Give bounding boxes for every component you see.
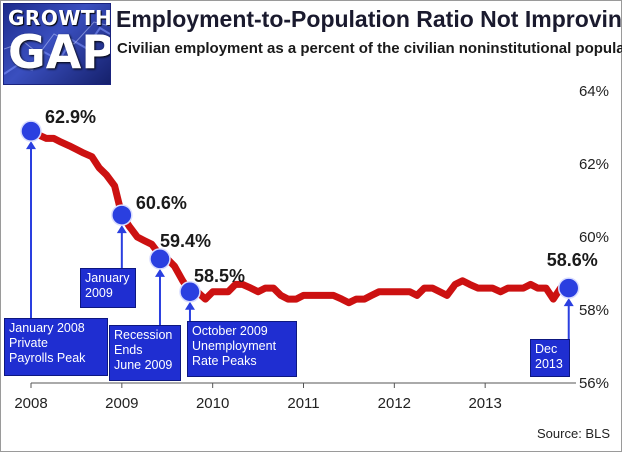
y-tick-label: 60% xyxy=(579,229,609,246)
highlight-point xyxy=(179,281,201,303)
chart-title: Employment-to-Population Ratio Not Impro… xyxy=(116,6,622,32)
data-label: 58.5% xyxy=(194,266,245,286)
leader-arrowhead xyxy=(563,298,574,307)
x-tick-label: 2012 xyxy=(378,395,411,412)
callout-recession-ends: Recession Ends June 2009 xyxy=(109,325,181,381)
leader-arrowhead xyxy=(184,301,195,310)
data-label: 60.6% xyxy=(136,193,187,213)
highlight-point xyxy=(149,248,171,270)
leader-arrowhead xyxy=(154,268,165,277)
callout-jan-2009: January 2009 xyxy=(80,268,136,308)
logo-text-growth: GROWTH xyxy=(8,6,111,30)
x-tick-label: 2008 xyxy=(14,395,47,412)
x-tick-label: 2013 xyxy=(468,395,501,412)
highlight-point xyxy=(111,204,133,226)
y-tick-label: 58% xyxy=(579,302,609,319)
logo-text-gap: GAP xyxy=(8,25,111,79)
data-label: 62.9% xyxy=(45,107,96,127)
highlight-point xyxy=(20,120,42,142)
callout-dec-2013: Dec 2013 xyxy=(530,339,570,377)
x-tick-label: 2010 xyxy=(196,395,229,412)
leader-arrowhead xyxy=(116,225,127,234)
logo-background-graph xyxy=(4,21,110,75)
y-tick-label: 56% xyxy=(579,375,609,392)
x-tick-label: 2011 xyxy=(287,395,319,412)
data-label: 59.4% xyxy=(160,231,211,251)
highlight-point xyxy=(557,277,580,299)
y-tick-label: 64% xyxy=(579,83,609,100)
source-note: Source: BLS xyxy=(537,426,610,441)
growth-gap-logo: GROWTH GAP xyxy=(3,3,111,85)
y-tick-label: 62% xyxy=(579,156,609,173)
x-tick-label: 2009 xyxy=(105,395,138,412)
leader-arrowhead xyxy=(26,141,36,150)
chart-subtitle: Civilian employment as a percent of the … xyxy=(117,40,622,57)
callout-unemployment-peak: October 2009 Unemployment Rate Peaks xyxy=(187,321,297,377)
data-label: 58.6% xyxy=(547,250,598,270)
callout-jan-2008: January 2008 Private Payrolls Peak xyxy=(4,318,108,376)
